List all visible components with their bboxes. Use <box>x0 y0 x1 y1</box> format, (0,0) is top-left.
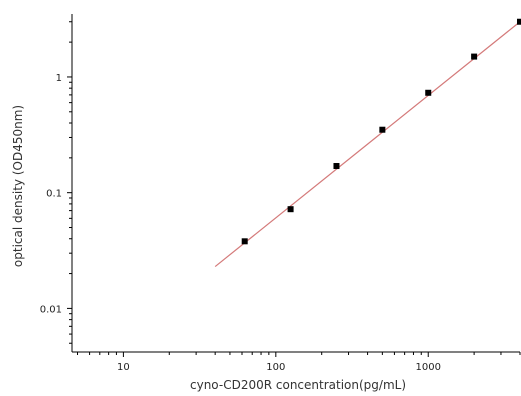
y-tick-label: 1 <box>56 73 62 84</box>
data-point <box>471 53 478 60</box>
x-tick-label: 10 <box>117 362 130 373</box>
fit-line-group <box>214 21 521 268</box>
y-tick-label: 0.01 <box>40 304 62 315</box>
data-point <box>425 89 432 96</box>
data-point <box>287 206 294 213</box>
y-tick-label: 0.1 <box>46 189 62 200</box>
data-point <box>379 126 386 133</box>
data-points <box>241 18 521 245</box>
x-tick-label: 100 <box>266 362 285 373</box>
data-point <box>517 18 521 25</box>
x-axis-title: cyno-CD200R concentration(pg/mL) <box>190 378 406 392</box>
data-point <box>333 163 340 170</box>
x-tick-label: 1000 <box>416 362 441 373</box>
data-point <box>241 238 248 245</box>
y-axis-title: optical density (OD450nm) <box>11 105 25 267</box>
axes: 10 100 1000 0.01 0.1 1 <box>40 14 521 373</box>
fit-line <box>214 21 521 268</box>
